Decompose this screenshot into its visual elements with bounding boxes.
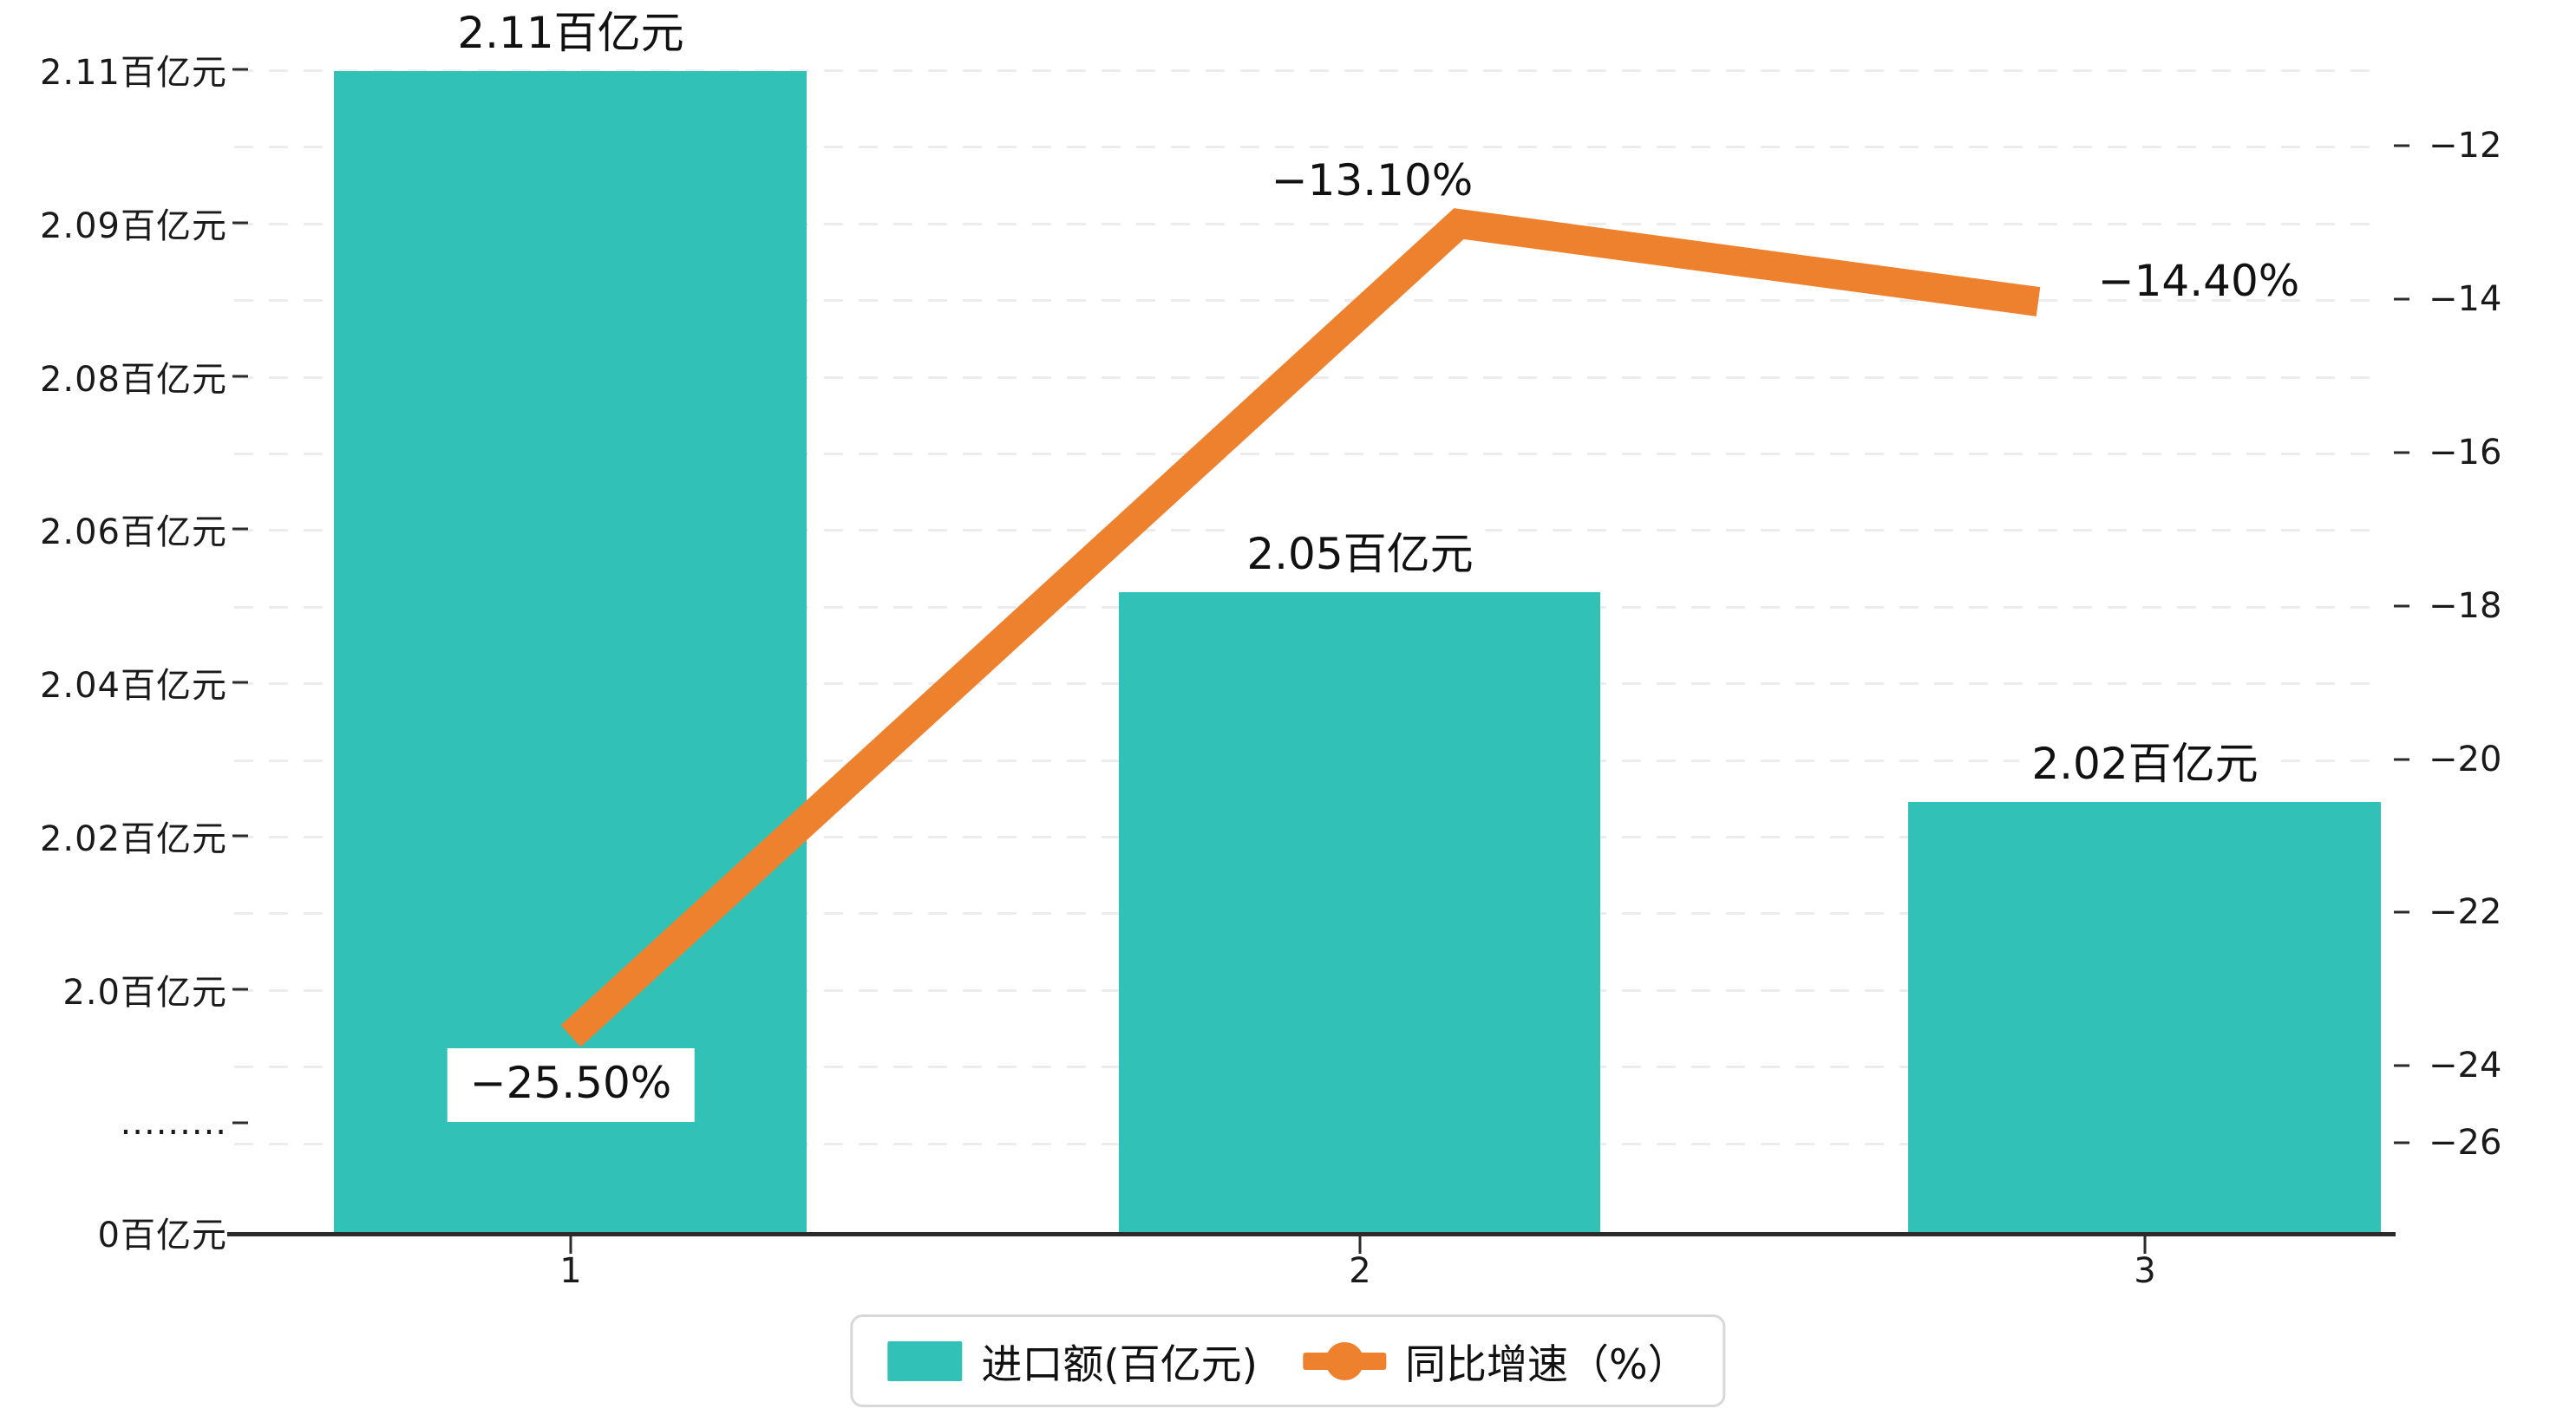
- y-axis-right-tickmark: [2394, 297, 2409, 301]
- y-axis-left-tick-label: 2.08百亿元: [39, 360, 227, 400]
- y-axis-right-tickmark: [2394, 144, 2409, 147]
- y-axis-right-tickmark: [2394, 910, 2409, 914]
- x-axis-tick-label-2: 2: [1349, 1251, 1371, 1291]
- y-axis-right-tickmark: [2394, 758, 2409, 761]
- y-axis-right-tick-label: −22: [2429, 892, 2502, 932]
- growth-rate-line: [560, 208, 2041, 1047]
- y-axis-right-tick-label: −24: [2429, 1046, 2502, 1086]
- y-axis-left-tick-label: 2.11百亿元: [39, 53, 227, 93]
- gridline: [234, 146, 2383, 148]
- y-axis-left-tick-label: 2.02百亿元: [39, 819, 227, 859]
- bar-value-label-2: 2.05百亿元: [1234, 526, 1486, 586]
- y-axis-left-tickmark: [232, 988, 248, 991]
- x-axis-line: [227, 1232, 2396, 1236]
- y-axis-right-tick-label: −18: [2429, 586, 2502, 626]
- x-axis-tickmark: [1358, 1235, 1362, 1254]
- y-axis-left-tick-label: 2.0百亿元: [62, 973, 227, 1013]
- y-axis-right-tickmark: [2394, 451, 2409, 454]
- y-axis-left-tickmark: [232, 68, 248, 71]
- y-axis-left-tickmark: [232, 1121, 248, 1125]
- gridline: [234, 299, 2383, 302]
- legend-square-icon: [887, 1340, 963, 1381]
- legend-label-growth-rate: 同比增速（%）: [1405, 1341, 1689, 1389]
- legend-item-growth-rate[interactable]: 同比增速（%）: [1303, 1331, 1689, 1391]
- gridline: [234, 453, 2383, 455]
- y-axis-right-tick-label: −14: [2429, 279, 2502, 319]
- y-axis-break-label: .........: [120, 1103, 227, 1143]
- bar-value-label-1: 2.11百亿元: [445, 5, 696, 65]
- gridline: [234, 223, 2383, 225]
- y-axis-right-tickmark: [2394, 1064, 2409, 1067]
- y-axis-left-tickmark: [232, 375, 248, 378]
- x-axis-tickmark: [569, 1235, 572, 1254]
- bar-1[interactable]: [334, 71, 807, 1232]
- y-axis-left-tick-label: 0百亿元: [97, 1216, 227, 1255]
- y-axis-right-tickmark: [2394, 604, 2409, 608]
- y-axis-left-tick-label: 2.09百亿元: [39, 206, 227, 246]
- y-axis-right-tick-label: −26: [2429, 1123, 2502, 1163]
- bar-2[interactable]: [1119, 592, 1600, 1232]
- legend-label-import-amount: 进口额(百亿元): [981, 1341, 1259, 1389]
- bar-value-label-3: 2.02百亿元: [2019, 736, 2271, 796]
- y-axis-left-tickmark: [232, 221, 248, 225]
- line-value-label-1: −25.50%: [447, 1048, 695, 1122]
- y-axis-left-tickmark: [232, 681, 248, 684]
- chart-legend: 进口额(百亿元) 同比增速（%）: [850, 1314, 1726, 1407]
- y-axis-right-tickmark: [2394, 1141, 2409, 1144]
- legend-line-dot-icon: [1303, 1341, 1387, 1381]
- x-axis-tickmark: [2143, 1235, 2147, 1254]
- line-value-label-3: −14.40%: [2097, 256, 2300, 306]
- gridline: [234, 69, 2383, 72]
- x-axis-tick-label-1: 1: [559, 1251, 582, 1291]
- y-axis-left-tickmark: [232, 834, 248, 838]
- bar-3[interactable]: [1908, 802, 2381, 1232]
- y-axis-left-tickmark: [232, 527, 248, 531]
- x-axis-tick-label-3: 3: [2134, 1251, 2156, 1291]
- legend-item-import-amount[interactable]: 进口额(百亿元): [887, 1331, 1258, 1391]
- y-axis-right-tick-label: −12: [2429, 126, 2502, 166]
- line-value-label-2: −13.10%: [1271, 155, 1474, 205]
- y-axis-left-tick-label: 2.06百亿元: [39, 512, 227, 552]
- y-axis-left-tick-label: 2.04百亿元: [39, 666, 227, 706]
- y-axis-right-tick-label: −20: [2429, 740, 2502, 779]
- y-axis-right-tick-label: −16: [2429, 433, 2502, 473]
